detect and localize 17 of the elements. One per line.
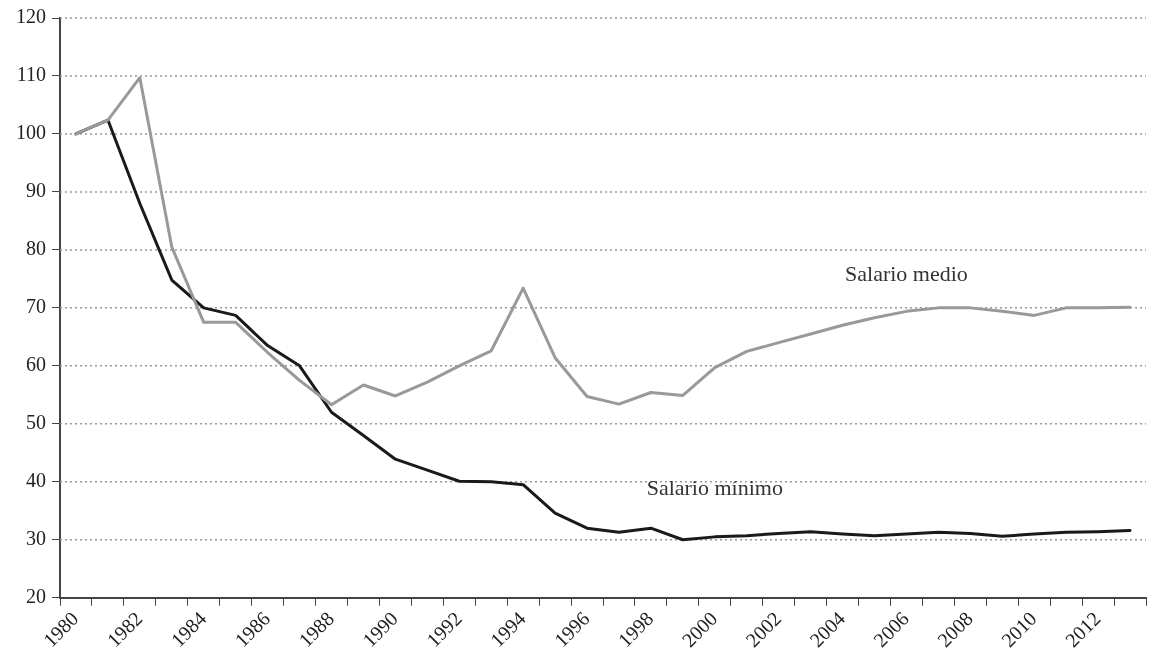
series-label: Salario medio: [845, 261, 968, 287]
y-tick-label: 110: [16, 63, 46, 86]
y-tick-label: 120: [16, 5, 46, 28]
x-tick-label: 1990: [358, 607, 402, 652]
y-tick-label: 70: [26, 295, 46, 318]
y-tick-label: 40: [26, 469, 46, 492]
x-tick-label: 1992: [421, 607, 466, 652]
x-tick-label: 1980: [38, 607, 83, 652]
y-tick-label: 30: [26, 527, 46, 550]
x-tick-label: 1982: [102, 607, 147, 652]
y-tick-label: 50: [26, 411, 46, 434]
y-tick-label: 80: [26, 237, 46, 260]
series-label: Salario mínimo: [646, 474, 783, 500]
y-tick-label: 90: [26, 179, 46, 202]
y-tick-label: 20: [26, 585, 46, 607]
y-tick-label: 100: [16, 121, 46, 144]
y-tick-label: 60: [26, 353, 46, 376]
